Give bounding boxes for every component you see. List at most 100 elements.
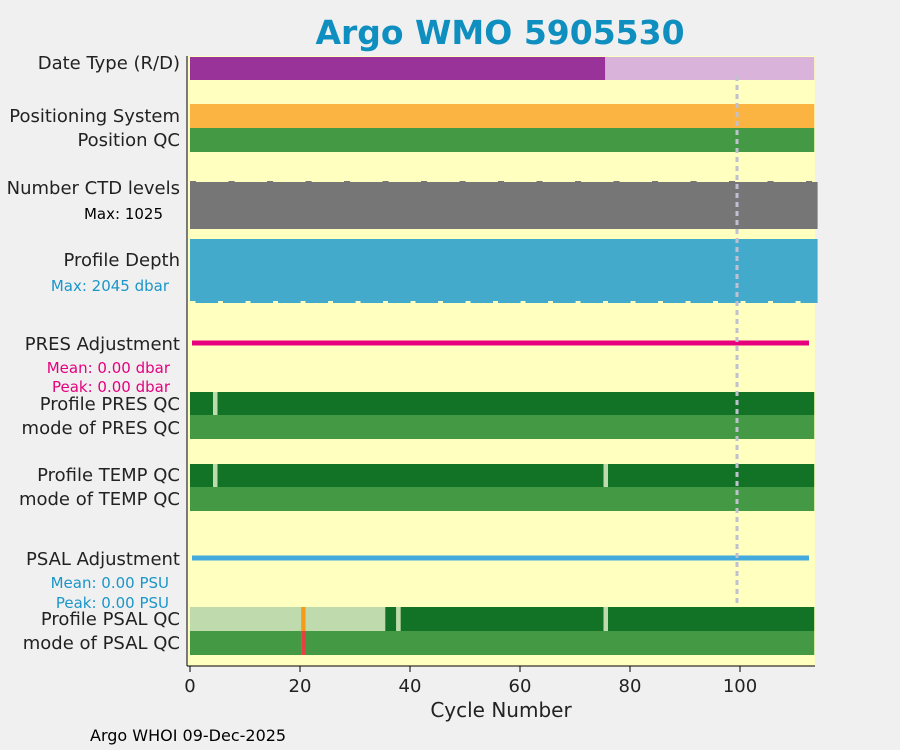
row-label-positioning-system: Positioning System bbox=[9, 106, 180, 127]
x-tick-label: 40 bbox=[399, 676, 422, 697]
row-8-segment-4 bbox=[608, 464, 815, 487]
profile-depth-bar bbox=[767, 239, 774, 301]
x-tick-label: 100 bbox=[723, 676, 757, 697]
profile-depth-bar bbox=[580, 239, 587, 303]
profile-depth-bar bbox=[646, 239, 653, 303]
profile-depth-bar bbox=[338, 239, 345, 303]
profile-depth-bar bbox=[272, 239, 279, 301]
profile-depth-bar bbox=[531, 239, 538, 303]
ctd-levels-bar bbox=[283, 182, 290, 229]
row-8-segment-2 bbox=[217, 464, 604, 487]
row-12-segment-0 bbox=[190, 631, 302, 655]
row-11-segment-7 bbox=[608, 607, 815, 631]
ctd-levels-bar bbox=[228, 181, 235, 229]
profile-depth-bar bbox=[701, 239, 708, 303]
profile-depth-bar bbox=[668, 239, 675, 303]
profile-depth-bar bbox=[459, 239, 466, 303]
ctd-levels-bar bbox=[465, 182, 472, 229]
profile-depth-bar bbox=[267, 239, 274, 303]
ctd-levels-bar bbox=[217, 182, 224, 229]
ctd-levels-bar bbox=[800, 182, 807, 229]
profile-depth-bar bbox=[316, 239, 323, 303]
ctd-levels-bar bbox=[212, 182, 219, 229]
ctd-levels-bar bbox=[415, 182, 422, 229]
ctd-levels-bar bbox=[201, 182, 208, 229]
x-axis-label: Cycle Number bbox=[430, 698, 572, 722]
ctd-levels-bar bbox=[679, 182, 686, 229]
ctd-levels-bar bbox=[723, 182, 730, 229]
ctd-levels-bar bbox=[267, 181, 274, 229]
footer-credit: Argo WHOI 09-Dec-2025 bbox=[90, 726, 286, 745]
ctd-levels-bar bbox=[349, 182, 356, 229]
profile-depth-bar bbox=[371, 239, 378, 303]
profile-depth-bar bbox=[795, 239, 802, 301]
ctd-levels-bar bbox=[239, 182, 246, 229]
ctd-levels-bar bbox=[569, 182, 576, 229]
profile-depth-bar bbox=[674, 239, 681, 303]
profile-depth-bar bbox=[800, 239, 807, 303]
row-label-psal-adjustment: PSAL Adjustment bbox=[26, 549, 180, 570]
profile-depth-bar bbox=[443, 239, 450, 303]
ctd-levels-bar bbox=[498, 181, 505, 229]
row-label-date-type: Date Type (R/D) bbox=[38, 53, 180, 74]
row-label-position-qc: Position QC bbox=[77, 130, 180, 151]
profile-depth-bar bbox=[289, 239, 296, 303]
ctd-levels-bar bbox=[256, 182, 263, 229]
profile-depth-bar bbox=[426, 239, 433, 303]
row-label-mode-psal-qc: mode of PSAL QC bbox=[23, 633, 180, 654]
profile-depth-bar bbox=[388, 239, 395, 303]
profile-depth-bar bbox=[707, 239, 714, 303]
ctd-levels-bar bbox=[553, 182, 560, 229]
ctd-levels-bar bbox=[525, 182, 532, 229]
row-label-profile-pres-qc: Profile PRES QC bbox=[40, 394, 180, 415]
row-11-segment-3 bbox=[385, 607, 397, 631]
ctd-levels-bar bbox=[327, 182, 334, 229]
profile-depth-bar bbox=[410, 239, 417, 301]
profile-depth-bar bbox=[679, 239, 686, 303]
profile-depth-bar bbox=[745, 239, 752, 303]
x-tick-label: 0 bbox=[184, 676, 195, 697]
pres-adjustment-peak: Peak: 0.00 dbar bbox=[52, 378, 171, 396]
profile-depth-bar bbox=[382, 239, 389, 301]
profile-depth-bar bbox=[789, 239, 796, 303]
profile-depth-bar bbox=[305, 239, 312, 303]
ctd-levels-bar bbox=[377, 182, 384, 229]
ctd-levels-bar bbox=[250, 182, 257, 229]
profile-depth-bar bbox=[729, 239, 736, 303]
row-8-segment-0 bbox=[190, 464, 214, 487]
ctd-levels-bar bbox=[476, 182, 483, 229]
ctd-levels-bar bbox=[580, 182, 587, 229]
profile-depth-bar bbox=[811, 239, 818, 303]
ctd-levels-bar bbox=[344, 181, 351, 229]
ctd-levels-bar bbox=[410, 182, 417, 229]
profile-depth-bar bbox=[454, 239, 461, 303]
row-1-segment-0 bbox=[190, 104, 815, 128]
ctd-levels-bar bbox=[690, 181, 697, 229]
ctd-levels-bar bbox=[811, 182, 818, 229]
ctd-levels-bar bbox=[806, 181, 813, 229]
ctd-levels-bar bbox=[426, 182, 433, 229]
ctd-levels-bar bbox=[388, 182, 395, 229]
profile-depth-bar bbox=[762, 239, 769, 303]
profile-depth-bar bbox=[569, 239, 576, 303]
ctd-levels-bar bbox=[492, 182, 499, 229]
profile-depth-bar bbox=[327, 239, 334, 301]
profile-depth-bar bbox=[641, 239, 648, 303]
row-9-segment-0 bbox=[190, 487, 815, 511]
profile-depth-bar bbox=[333, 239, 340, 303]
row-6-segment-0 bbox=[190, 392, 214, 415]
ctd-levels-bar bbox=[608, 182, 615, 229]
row-12-segment-2 bbox=[305, 631, 815, 655]
ctd-levels-bar bbox=[674, 182, 681, 229]
x-tick-label: 80 bbox=[619, 676, 642, 697]
ctd-levels-bar bbox=[454, 182, 461, 229]
profile-depth-bar bbox=[377, 239, 384, 303]
profile-depth-bar bbox=[349, 239, 356, 303]
row-7-segment-0 bbox=[190, 415, 815, 439]
profile-depth-bar bbox=[245, 239, 252, 301]
ctd-levels-bar bbox=[322, 182, 329, 229]
ctd-levels-bar bbox=[531, 182, 538, 229]
profile-depth-bar bbox=[206, 239, 213, 303]
ctd-levels-bar bbox=[311, 182, 318, 229]
ctd-levels-bar bbox=[740, 182, 747, 229]
